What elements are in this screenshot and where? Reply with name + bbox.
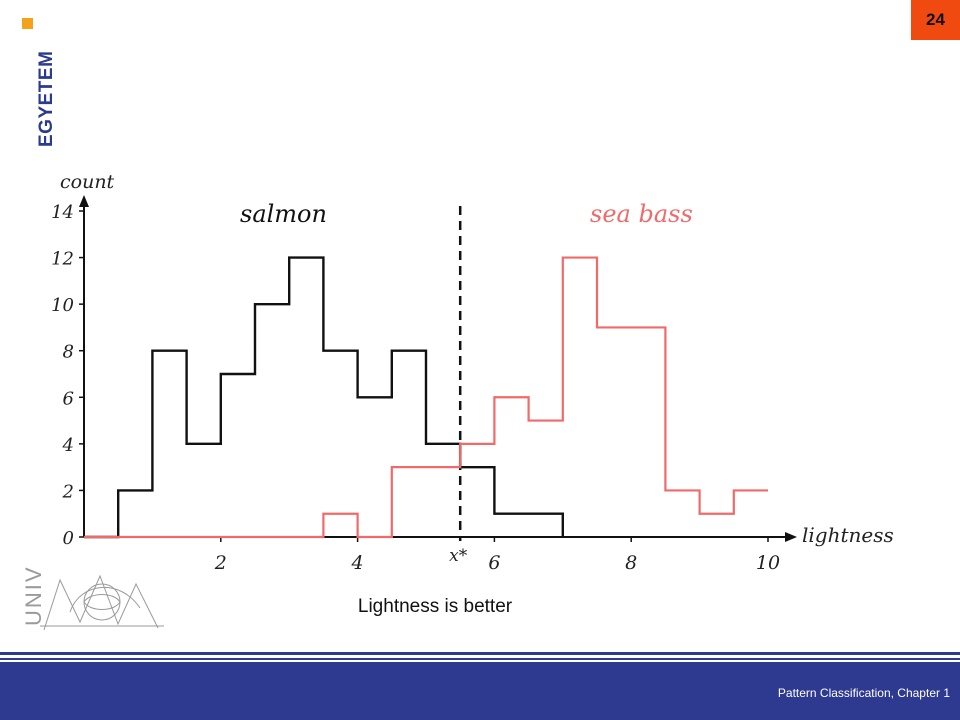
- lightness-histogram-chart: 0 2 4 6 8 10 12 14 2 4 6 8 10 x* count lightness salm…: [51, 171, 894, 574]
- y-tick-label: 14: [51, 202, 74, 223]
- x-tick-label: 4: [351, 552, 364, 574]
- y-tick-label: 10: [51, 295, 74, 316]
- slide-number-badge: 24: [911, 0, 960, 40]
- x-tick-label: 10: [756, 552, 780, 574]
- y-tick-label: 6: [63, 388, 74, 409]
- y-tick-label: 0: [63, 528, 74, 549]
- university-brand-text: EGYETEM: [36, 50, 57, 147]
- footer-text: Pattern Classification, Chapter 1: [777, 686, 950, 700]
- x-tick-label: 6: [488, 552, 500, 574]
- y-axis-arrow: [79, 195, 89, 207]
- y-tick-label: 12: [51, 249, 74, 270]
- x-tick-label: 8: [625, 552, 637, 574]
- series-label-sea-bass: sea bass: [590, 200, 693, 228]
- logo-square-icon: [22, 18, 33, 29]
- y-tick-label: 8: [63, 342, 74, 363]
- y-tick-label: 2: [62, 481, 74, 502]
- x-tick-label: 2: [214, 552, 227, 574]
- chart-axes: 0 2 4 6 8 10 12 14 2 4 6 8 10 x*: [51, 195, 797, 574]
- threshold-label: x*: [449, 546, 468, 566]
- series-label-salmon: salmon: [240, 200, 327, 228]
- x-axis-label: lightness: [802, 523, 894, 547]
- x-axis-arrow: [785, 532, 797, 542]
- university-emblem-icon: [40, 574, 164, 631]
- footer-divider-bottom: [0, 658, 960, 660]
- chart-series: [84, 256, 768, 539]
- footer-divider-top: [0, 652, 960, 655]
- y-axis-label: count: [60, 171, 115, 193]
- histogram-sea-bass: [84, 256, 768, 539]
- slide-caption: Lightness is better: [357, 596, 513, 617]
- y-tick-label: 4: [62, 435, 74, 456]
- histogram-salmon: [84, 256, 564, 539]
- slide-footer: Pattern Classification, Chapter 1: [0, 662, 960, 720]
